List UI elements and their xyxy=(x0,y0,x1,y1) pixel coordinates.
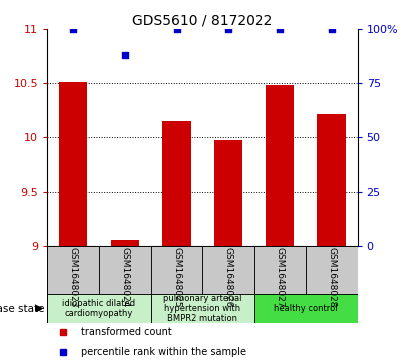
Bar xyxy=(317,114,346,246)
Bar xyxy=(254,294,358,323)
Bar xyxy=(254,246,306,294)
Bar xyxy=(151,246,203,294)
Text: healthy control: healthy control xyxy=(274,304,338,313)
Text: percentile rank within the sample: percentile rank within the sample xyxy=(81,347,247,357)
Bar xyxy=(162,121,191,246)
Text: GSM1648024: GSM1648024 xyxy=(120,247,129,308)
Bar xyxy=(99,246,151,294)
Text: GSM1648026: GSM1648026 xyxy=(224,247,233,308)
Text: disease state: disease state xyxy=(0,303,45,314)
Bar xyxy=(151,294,254,323)
Text: transformed count: transformed count xyxy=(81,327,172,337)
Point xyxy=(277,26,283,32)
Text: pulmonary arterial
hypertension with
BMPR2 mutation: pulmonary arterial hypertension with BMP… xyxy=(163,294,242,323)
Bar xyxy=(47,294,151,323)
Text: GSM1648027: GSM1648027 xyxy=(275,247,284,308)
Text: GSM1648025: GSM1648025 xyxy=(172,247,181,308)
Bar xyxy=(47,246,99,294)
Bar xyxy=(111,240,139,246)
Point xyxy=(328,26,335,32)
Point xyxy=(225,26,231,32)
Point xyxy=(122,52,128,58)
Text: GSM1648023: GSM1648023 xyxy=(69,247,78,308)
Title: GDS5610 / 8172022: GDS5610 / 8172022 xyxy=(132,14,272,28)
Point xyxy=(173,26,180,32)
Text: GSM1648028: GSM1648028 xyxy=(327,247,336,308)
Bar xyxy=(214,140,242,246)
Bar xyxy=(202,246,254,294)
Bar xyxy=(59,82,88,246)
Bar xyxy=(266,85,294,246)
Text: idiopathic dilated
cardiomyopathy: idiopathic dilated cardiomyopathy xyxy=(62,299,136,318)
Point xyxy=(70,26,76,32)
Bar xyxy=(306,246,358,294)
